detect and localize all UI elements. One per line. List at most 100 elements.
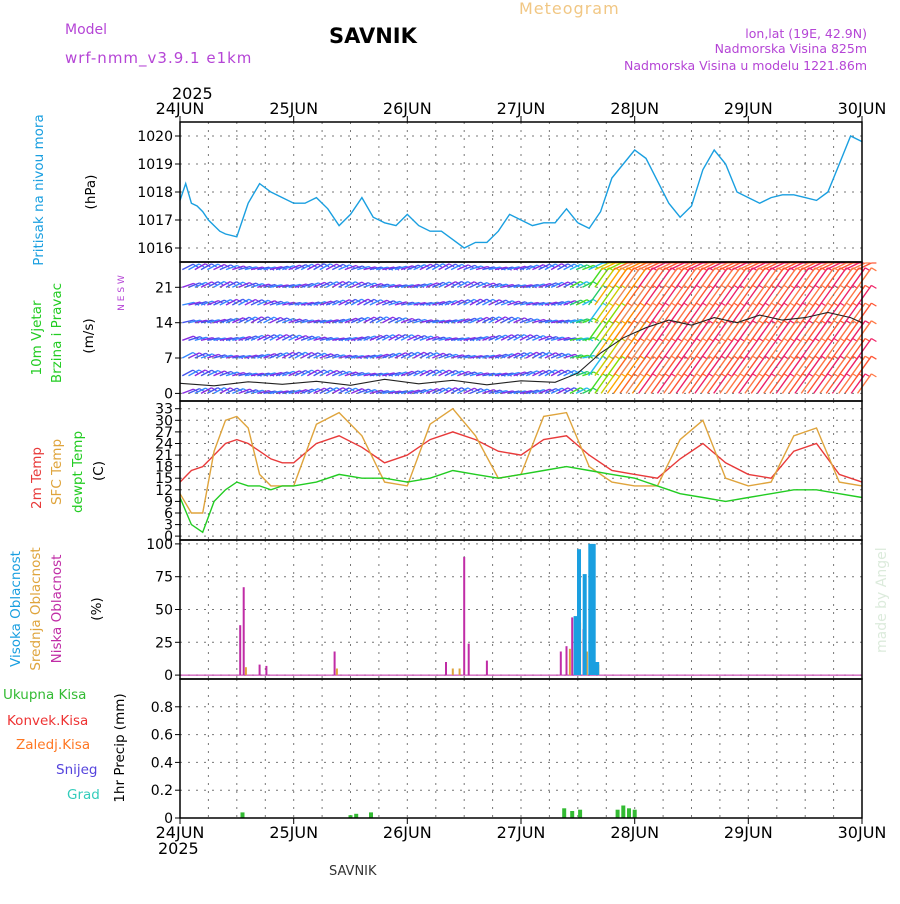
wind-barb bbox=[419, 301, 432, 306]
wind-barb bbox=[744, 338, 760, 359]
cloud-ytick-label: 100 bbox=[146, 537, 173, 553]
wind-barb bbox=[306, 263, 319, 271]
wind-barb bbox=[475, 372, 488, 377]
wind-barb bbox=[250, 354, 263, 359]
dewpt-line bbox=[179, 465, 863, 534]
wind-barb bbox=[331, 387, 344, 395]
wind-barb bbox=[800, 355, 816, 377]
wind-barb bbox=[338, 318, 351, 324]
mid-cloud-axis-label: Srednja Oblacnost bbox=[28, 547, 44, 670]
pressure-ytick-label: 1018 bbox=[137, 185, 173, 201]
wind-barb bbox=[513, 301, 526, 306]
wind-barb bbox=[831, 373, 847, 394]
wind-barb bbox=[731, 338, 747, 359]
wind-barb bbox=[550, 301, 563, 306]
wind-barb bbox=[325, 369, 338, 377]
wind-barb bbox=[694, 267, 710, 288]
wind-barb bbox=[688, 262, 703, 271]
wind-barb bbox=[394, 317, 407, 324]
wind-barb bbox=[569, 318, 582, 324]
wind-barb bbox=[182, 388, 194, 395]
wind-barb bbox=[444, 337, 457, 341]
wind-barb bbox=[388, 284, 401, 288]
wind-barb bbox=[644, 267, 660, 288]
wind-barb bbox=[806, 320, 822, 341]
wind-barb bbox=[550, 369, 563, 377]
wind-barb bbox=[338, 337, 351, 341]
precip-unit-label: 1hr Precip (mm) bbox=[112, 693, 128, 802]
wind-barb bbox=[819, 355, 835, 377]
wind-barb bbox=[788, 355, 804, 377]
total_precip-bar bbox=[621, 805, 626, 818]
mid_cloud-bar bbox=[585, 651, 588, 676]
wind-barb bbox=[750, 262, 766, 271]
precipitation-panel: 0 0.2 0.4 0.6 0.8 bbox=[151, 679, 862, 827]
wind-barb bbox=[594, 262, 610, 271]
wind-barb bbox=[657, 262, 672, 271]
wind-barb bbox=[407, 264, 419, 271]
wind-barb bbox=[806, 302, 822, 324]
high-cloud-axis-label: Visoka Oblacnost bbox=[8, 551, 24, 667]
wind-barb bbox=[675, 284, 691, 306]
date-label-bottom: 30JUN bbox=[838, 823, 887, 842]
wind-barb bbox=[663, 262, 678, 271]
wind-barb bbox=[332, 318, 345, 324]
wind-barb bbox=[519, 317, 532, 324]
wind-barb bbox=[507, 352, 519, 359]
wind-barb bbox=[713, 284, 729, 306]
wind-barb bbox=[525, 301, 539, 306]
wind-barb bbox=[806, 284, 822, 306]
wind-barb bbox=[194, 263, 206, 271]
wind-barb bbox=[256, 334, 269, 341]
wind-barb bbox=[550, 336, 563, 341]
wind-barb bbox=[375, 316, 387, 324]
wind-barb bbox=[738, 320, 754, 341]
wind-barb bbox=[725, 267, 741, 288]
wind-barb bbox=[731, 355, 747, 377]
high_cloud-bar bbox=[573, 616, 578, 676]
low_cloud-bar bbox=[571, 617, 574, 676]
cloud-panel: 0 25 50 75 100 bbox=[146, 537, 862, 684]
temperature-ytick-label: 33 bbox=[155, 402, 173, 418]
wind-barb bbox=[357, 281, 369, 288]
wind-barb bbox=[844, 373, 860, 394]
wind-barb bbox=[432, 336, 445, 341]
wind-barb bbox=[325, 319, 338, 324]
wind-barb bbox=[325, 263, 338, 271]
wind-barb bbox=[507, 266, 520, 271]
wind-barb bbox=[563, 263, 575, 271]
credit-label: made by Angel bbox=[874, 547, 890, 653]
mid_cloud-bar bbox=[568, 648, 571, 675]
wind-barb bbox=[394, 265, 407, 271]
wind-barb bbox=[469, 371, 482, 377]
wind-barb bbox=[381, 316, 394, 324]
wind-barb bbox=[488, 316, 500, 324]
wind-barb bbox=[282, 370, 294, 377]
wind-barb bbox=[413, 351, 425, 359]
date-label-bottom: 27JUN bbox=[497, 823, 546, 842]
wind-barb bbox=[181, 351, 194, 359]
wind-barb bbox=[844, 320, 860, 341]
wind-barb bbox=[650, 262, 666, 271]
precipitation-ytick-label: 0.8 bbox=[151, 700, 173, 716]
wind-barb bbox=[756, 302, 772, 324]
wind-barb bbox=[369, 334, 382, 341]
wind-barb bbox=[250, 266, 263, 271]
wind-barb bbox=[332, 299, 344, 306]
wind-barb bbox=[638, 284, 654, 306]
wind-barb bbox=[713, 262, 728, 271]
wind-barb bbox=[206, 387, 219, 395]
wind-barb bbox=[269, 390, 282, 395]
wind-barb bbox=[850, 302, 866, 324]
date-label-bottom: 29JUN bbox=[724, 823, 773, 842]
wind-unit-label: (m/s) bbox=[81, 318, 97, 353]
wind-barb bbox=[706, 355, 722, 377]
wind-barb bbox=[763, 373, 779, 394]
wind-barb-flag bbox=[871, 320, 877, 325]
wind-barb bbox=[756, 320, 772, 341]
wind-barb bbox=[606, 355, 622, 377]
wind-barb bbox=[425, 352, 438, 359]
wind-barb bbox=[631, 267, 647, 288]
date-label-top: 30JUN bbox=[838, 99, 887, 118]
wind-barb bbox=[288, 318, 301, 324]
